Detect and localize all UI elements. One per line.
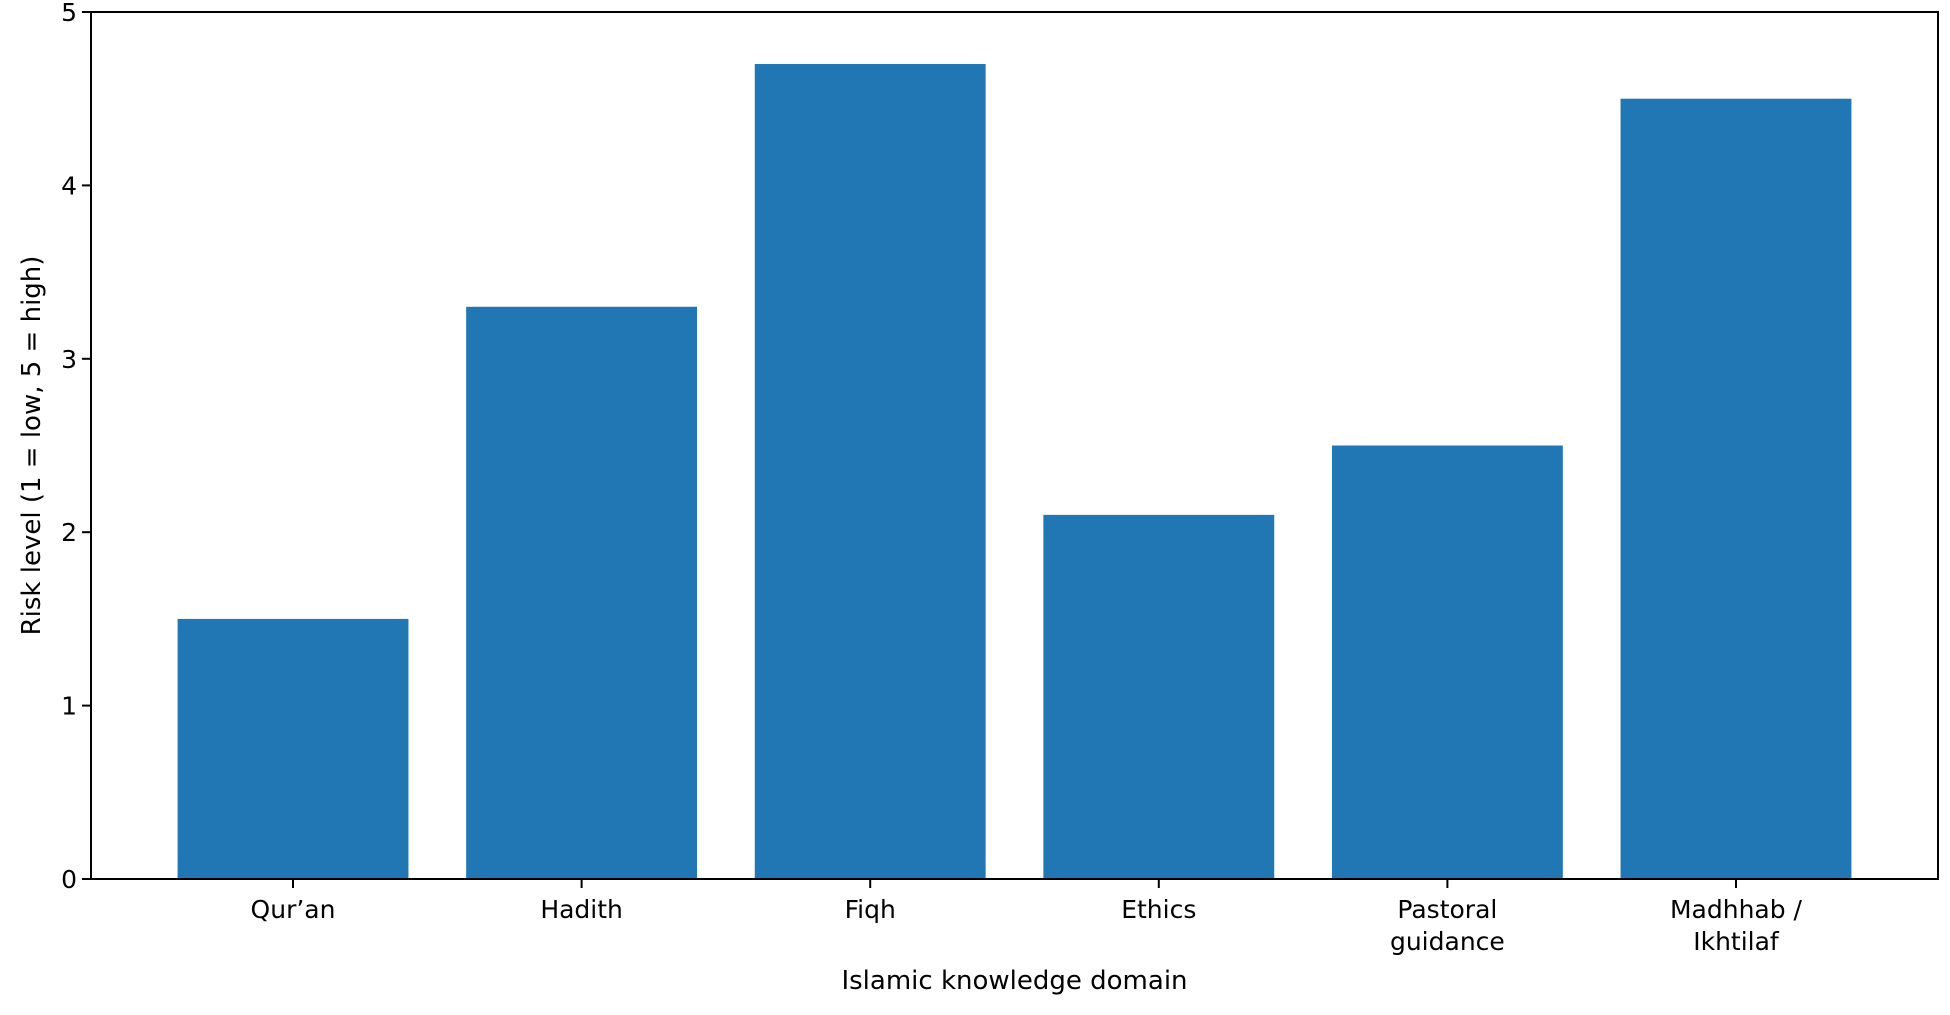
bar-1 bbox=[466, 306, 698, 879]
y-tick-label: 5 bbox=[61, 0, 77, 27]
x-tick-label: Pastoral guidance bbox=[1390, 895, 1505, 956]
bar-0 bbox=[177, 618, 409, 879]
y-axis-label: Risk level (1 = low, 5 = high) bbox=[17, 256, 47, 636]
bar-5 bbox=[1620, 98, 1852, 879]
y-tick-label: 1 bbox=[61, 692, 77, 721]
y-axis: 0 1 2 3 4 5 bbox=[61, 0, 91, 894]
x-tick-label: Hadith bbox=[540, 895, 623, 924]
x-tick-label: Qur’an bbox=[251, 895, 336, 924]
x-axis-label: Islamic knowledge domain bbox=[841, 966, 1187, 996]
x-tick-label: Ethics bbox=[1121, 895, 1196, 924]
y-tick-label: 3 bbox=[61, 345, 77, 374]
bar-4 bbox=[1331, 445, 1563, 879]
bar-2 bbox=[754, 64, 986, 879]
x-tick-label: Madhhab / Ikhtilaf bbox=[1670, 895, 1803, 956]
x-tick-label: Fiqh bbox=[845, 895, 896, 924]
y-tick-label: 0 bbox=[61, 865, 77, 894]
bars-layer bbox=[177, 64, 1852, 879]
plot-area-frame bbox=[90, 11, 1939, 880]
y-tick-label: 4 bbox=[61, 171, 77, 200]
x-axis: Qur’an Hadith Fiqh Ethics Pastoral guidance Ma… bbox=[251, 879, 1803, 956]
bar-3 bbox=[1043, 514, 1275, 879]
y-tick-label: 2 bbox=[61, 518, 77, 547]
